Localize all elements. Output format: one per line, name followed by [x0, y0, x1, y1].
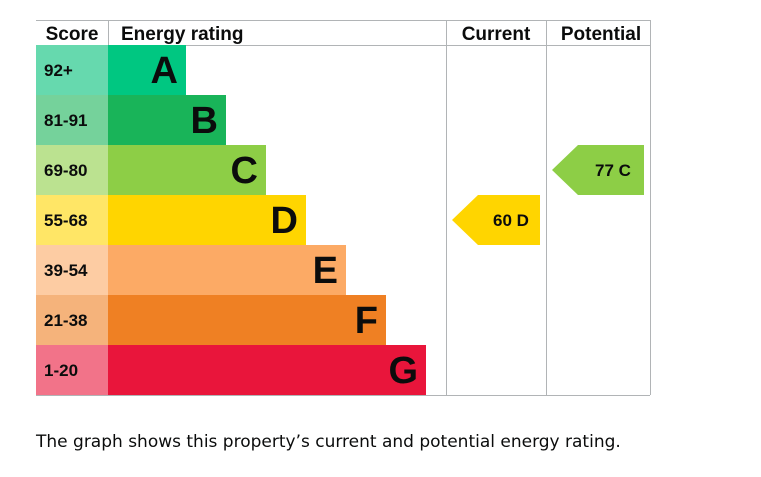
potential-rating-marker-arrow — [552, 145, 644, 195]
band-f: 21-38 F — [36, 295, 386, 345]
chart-header: Score Energy rating Current Potential — [46, 24, 642, 45]
band-score-label: 39-54 — [44, 261, 88, 280]
header-energy-rating: Energy rating — [121, 24, 243, 45]
band-letter: A — [151, 50, 178, 92]
header-potential: Potential — [561, 24, 641, 45]
current-rating-marker: 60 D — [452, 195, 540, 245]
potential-rating-marker-label: 77 C — [595, 161, 631, 180]
band-score-label: 55-68 — [44, 211, 87, 230]
chart-caption: The graph shows this property’s current … — [36, 432, 621, 452]
band-letter: E — [313, 250, 338, 292]
band-score-label: 69-80 — [44, 161, 87, 180]
rating-bands: 92+ A 81-91 B 69-80 C 55-68 D 39-54 E 21-38 F 1-20 G — [36, 45, 426, 395]
band-letter: B — [191, 100, 218, 142]
header-current: Current — [462, 24, 531, 45]
band-letter: C — [231, 150, 258, 192]
band-score-cell — [36, 345, 108, 395]
epc-chart: Score Energy rating Current Potential 92… — [36, 20, 651, 396]
band-score-cell — [36, 245, 108, 295]
band-c: 69-80 C — [36, 145, 266, 195]
band-score-cell — [36, 95, 108, 145]
band-e: 39-54 E — [36, 245, 346, 295]
band-bar — [108, 45, 186, 95]
band-b: 81-91 B — [36, 95, 226, 145]
band-letter: D — [271, 200, 298, 242]
band-bar — [108, 195, 306, 245]
band-bar — [108, 345, 426, 395]
potential-rating-marker: 77 C — [552, 145, 644, 195]
band-d: 55-68 D — [36, 195, 306, 245]
band-bar — [108, 145, 266, 195]
band-letter: G — [388, 350, 418, 392]
header-score: Score — [46, 24, 99, 45]
current-rating-marker-arrow — [452, 195, 540, 245]
band-score-label: 81-91 — [44, 111, 87, 130]
band-bar — [108, 95, 226, 145]
band-bar — [108, 245, 346, 295]
band-score-cell — [36, 295, 108, 345]
band-letter: F — [355, 300, 378, 342]
band-score-label: 1-20 — [44, 361, 78, 380]
rating-markers: 60 D 77 C — [452, 145, 644, 245]
current-rating-marker-label: 60 D — [493, 211, 529, 230]
band-score-label: 92+ — [44, 61, 73, 80]
band-score-cell — [36, 145, 108, 195]
band-bar — [108, 295, 386, 345]
band-g: 1-20 G — [36, 345, 426, 395]
band-a: 92+ A — [36, 45, 186, 95]
band-score-cell — [36, 195, 108, 245]
band-score-cell — [36, 45, 108, 95]
band-score-label: 21-38 — [44, 311, 87, 330]
